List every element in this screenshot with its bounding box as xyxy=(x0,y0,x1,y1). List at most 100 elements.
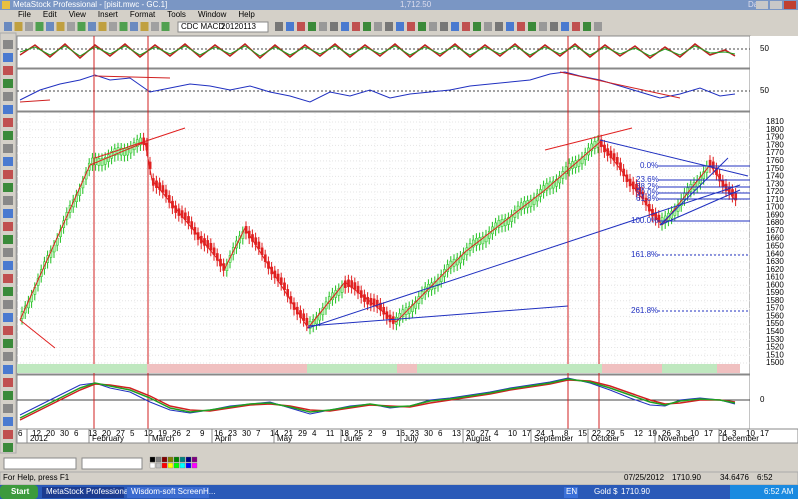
tool-icon[interactable] xyxy=(161,22,170,31)
tool-icon[interactable] xyxy=(286,22,294,31)
tool-icon[interactable] xyxy=(550,22,558,31)
tool-icon[interactable] xyxy=(3,144,13,153)
tool-icon[interactable] xyxy=(3,443,13,452)
tool-icon[interactable] xyxy=(539,22,547,31)
tool-icon[interactable] xyxy=(3,235,13,244)
indicator-box[interactable] xyxy=(177,21,269,33)
tool-icon[interactable] xyxy=(517,22,525,31)
tool-icon[interactable] xyxy=(385,22,393,31)
task-button[interactable] xyxy=(42,487,124,498)
color-swatch[interactable] xyxy=(167,456,174,463)
color-swatch[interactable] xyxy=(173,462,180,469)
tool-icon[interactable] xyxy=(506,22,514,31)
tool-icon[interactable] xyxy=(3,378,13,387)
tool-icon[interactable] xyxy=(3,92,13,101)
tool-icon[interactable] xyxy=(119,22,128,31)
tool-icon[interactable] xyxy=(407,22,415,31)
tool-icon[interactable] xyxy=(3,157,13,166)
menu-item[interactable]: Tools xyxy=(167,10,186,19)
color-swatch[interactable] xyxy=(185,456,192,463)
menu-item[interactable]: File xyxy=(18,10,31,19)
tool-icon[interactable] xyxy=(3,196,13,205)
tool-icon[interactable] xyxy=(130,22,138,31)
tool-icon[interactable] xyxy=(25,22,33,31)
tool-icon[interactable] xyxy=(3,391,13,400)
tool-icon[interactable] xyxy=(330,22,338,31)
minimize[interactable] xyxy=(756,1,768,9)
tool-icon[interactable] xyxy=(3,222,13,231)
tool-icon[interactable] xyxy=(3,365,13,374)
tool-icon[interactable] xyxy=(418,22,426,31)
tool-icon[interactable] xyxy=(561,22,569,31)
color-swatch[interactable] xyxy=(149,462,156,469)
tool-icon[interactable] xyxy=(3,352,13,361)
tool-icon[interactable] xyxy=(151,22,159,31)
tool-icon[interactable] xyxy=(46,22,54,31)
tool-icon[interactable] xyxy=(3,131,13,140)
tool-icon[interactable] xyxy=(3,326,13,335)
tool-icon[interactable] xyxy=(98,22,107,31)
color-swatch[interactable] xyxy=(179,456,186,463)
tool-icon[interactable] xyxy=(3,53,13,62)
tool-icon[interactable] xyxy=(77,22,86,31)
tool-icon[interactable] xyxy=(352,22,360,31)
menu-item[interactable]: Window xyxy=(198,10,227,19)
tool-icon[interactable] xyxy=(4,22,12,31)
tool-icon[interactable] xyxy=(109,22,117,31)
tool-icon[interactable] xyxy=(341,22,349,31)
tool-icon[interactable] xyxy=(3,66,13,75)
color-swatch[interactable] xyxy=(191,462,198,469)
tool-icon[interactable] xyxy=(3,118,13,127)
tool-icon[interactable] xyxy=(3,248,13,257)
tool-icon[interactable] xyxy=(451,22,459,31)
tool-icon[interactable] xyxy=(3,40,13,49)
tool-icon[interactable] xyxy=(275,22,283,31)
tool-icon[interactable] xyxy=(528,22,536,31)
color-swatch[interactable] xyxy=(173,456,180,463)
task-button[interactable] xyxy=(127,487,209,498)
tool-icon[interactable] xyxy=(594,22,602,31)
tool-icon[interactable] xyxy=(495,22,503,31)
color-swatch[interactable] xyxy=(161,462,168,469)
tool-icon[interactable] xyxy=(429,22,437,31)
tool-icon[interactable] xyxy=(3,404,13,413)
color-swatch[interactable] xyxy=(179,462,186,469)
color-swatch[interactable] xyxy=(155,462,162,469)
tool-icon[interactable] xyxy=(3,209,13,218)
menu-item[interactable]: View xyxy=(69,10,86,19)
tool-icon[interactable] xyxy=(3,300,13,309)
menu-item[interactable]: Edit xyxy=(43,10,58,19)
tool-icon[interactable] xyxy=(583,22,591,31)
color-swatch[interactable] xyxy=(167,462,174,469)
color-swatch[interactable] xyxy=(161,456,168,463)
tool-icon[interactable] xyxy=(440,22,448,31)
color-swatch[interactable] xyxy=(191,456,198,463)
menu-item[interactable]: Insert xyxy=(98,10,119,19)
tool-icon[interactable] xyxy=(363,22,371,31)
tool-icon[interactable] xyxy=(67,22,75,31)
line-width[interactable] xyxy=(81,457,143,470)
tool-icon[interactable] xyxy=(3,313,13,322)
lang-box[interactable] xyxy=(564,487,578,498)
tool-icon[interactable] xyxy=(3,339,13,348)
tool-icon[interactable] xyxy=(297,22,305,31)
color-swatch[interactable] xyxy=(149,456,156,463)
tool-icon[interactable] xyxy=(3,79,13,88)
tool-icon[interactable] xyxy=(56,22,65,31)
tool-icon[interactable] xyxy=(462,22,470,31)
start-button[interactable] xyxy=(0,485,38,499)
tool-icon[interactable] xyxy=(308,22,316,31)
tool-icon[interactable] xyxy=(3,274,13,283)
line-style[interactable] xyxy=(3,457,77,470)
tool-icon[interactable] xyxy=(319,22,327,31)
tool-icon[interactable] xyxy=(14,22,23,31)
tool-icon[interactable] xyxy=(35,22,44,31)
menu-item[interactable]: Help xyxy=(238,10,255,19)
tool-icon[interactable] xyxy=(3,105,13,114)
tool-icon[interactable] xyxy=(374,22,382,31)
tool-icon[interactable] xyxy=(473,22,481,31)
tool-icon[interactable] xyxy=(3,430,13,439)
tool-icon[interactable] xyxy=(3,183,13,192)
tool-icon[interactable] xyxy=(572,22,580,31)
color-swatch[interactable] xyxy=(155,456,162,463)
